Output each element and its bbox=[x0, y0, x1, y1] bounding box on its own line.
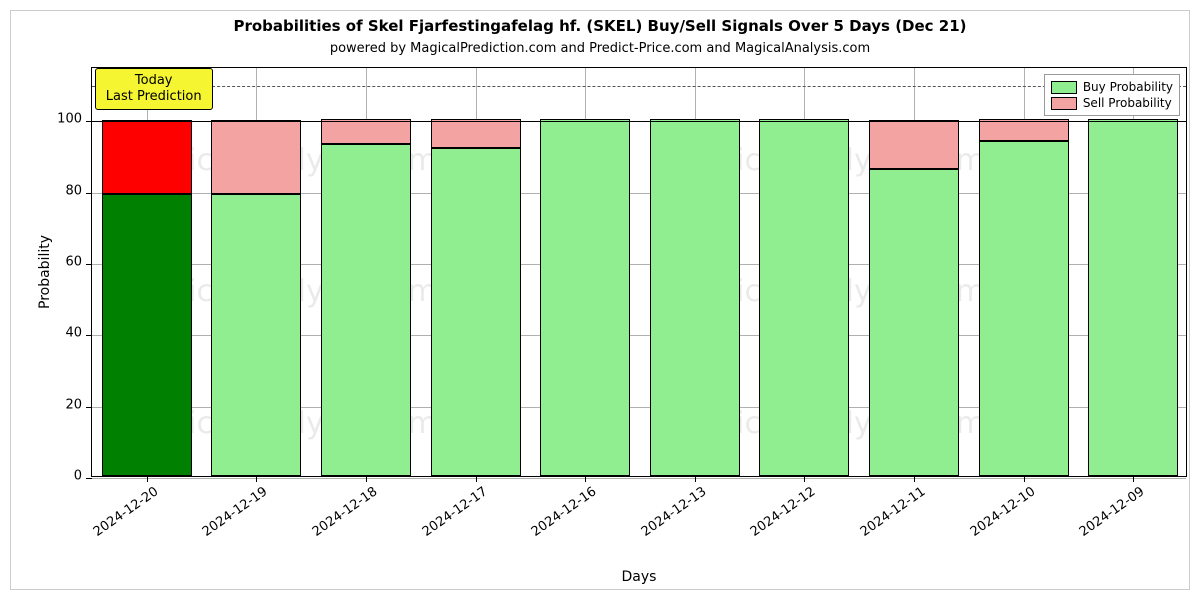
bar-buy bbox=[979, 141, 1069, 476]
bar-sell bbox=[102, 120, 192, 195]
x-tick-label: 2024-12-18 bbox=[304, 476, 380, 540]
bar-sell bbox=[431, 119, 521, 148]
callout-line1: Today bbox=[106, 73, 202, 89]
plot-area: MagicalAnalysis.comMagicalAnalysis.comMa… bbox=[91, 67, 1187, 477]
callout-line2: Last Prediction bbox=[106, 89, 202, 105]
y-axis-label: Probability bbox=[37, 235, 53, 309]
legend-label-sell: Sell Probability bbox=[1083, 96, 1172, 110]
y-tick-label: 80 bbox=[65, 183, 92, 198]
bar-buy bbox=[321, 144, 411, 476]
today-callout: TodayLast Prediction bbox=[95, 68, 213, 111]
bar-buy bbox=[759, 119, 849, 476]
y-tick-label: 60 bbox=[65, 255, 92, 270]
y-tick-mark bbox=[86, 193, 92, 194]
bar-buy bbox=[869, 169, 959, 476]
x-tick-label: 2024-12-16 bbox=[523, 476, 599, 540]
bar-buy bbox=[1088, 119, 1178, 476]
reference-line bbox=[92, 121, 1186, 122]
y-tick-label: 20 bbox=[65, 397, 92, 412]
bar-buy bbox=[431, 148, 521, 476]
y-tick-mark bbox=[86, 121, 92, 122]
bar-buy bbox=[211, 194, 301, 476]
bar-sell bbox=[869, 120, 959, 170]
bar-sell bbox=[211, 120, 301, 195]
legend-swatch-buy bbox=[1051, 81, 1077, 94]
y-tick-mark bbox=[86, 407, 92, 408]
x-tick-label: 2024-12-17 bbox=[414, 476, 490, 540]
bar-sell bbox=[979, 119, 1069, 140]
chart-subtitle: powered by MagicalPrediction.com and Pre… bbox=[11, 41, 1189, 56]
legend-label-buy: Buy Probability bbox=[1083, 80, 1173, 94]
chart-frame: Probabilities of Skel Fjarfestingafelag … bbox=[10, 10, 1190, 590]
y-tick-mark bbox=[86, 478, 92, 479]
bar-buy bbox=[650, 119, 740, 476]
x-tick-label: 2024-12-12 bbox=[742, 476, 818, 540]
reference-line bbox=[92, 86, 1186, 87]
x-axis-label: Days bbox=[91, 569, 1187, 585]
legend-item-sell: Sell Probability bbox=[1051, 95, 1173, 111]
y-tick-label: 100 bbox=[57, 112, 92, 127]
x-tick-label: 2024-12-10 bbox=[962, 476, 1038, 540]
y-tick-label: 40 bbox=[65, 326, 92, 341]
bar-buy bbox=[540, 119, 630, 476]
x-tick-label: 2024-12-19 bbox=[194, 476, 270, 540]
legend-swatch-sell bbox=[1051, 97, 1077, 110]
legend-item-buy: Buy Probability bbox=[1051, 79, 1173, 95]
x-tick-label: 2024-12-09 bbox=[1071, 476, 1147, 540]
legend: Buy Probability Sell Probability bbox=[1044, 74, 1180, 116]
bar-buy bbox=[102, 194, 192, 476]
x-tick-label: 2024-12-20 bbox=[85, 476, 161, 540]
x-tick-label: 2024-12-11 bbox=[852, 476, 928, 540]
y-tick-label: 0 bbox=[74, 469, 92, 484]
x-tick-label: 2024-12-13 bbox=[633, 476, 709, 540]
y-tick-mark bbox=[86, 335, 92, 336]
bar-sell bbox=[321, 119, 411, 144]
y-tick-mark bbox=[86, 264, 92, 265]
chart-title: Probabilities of Skel Fjarfestingafelag … bbox=[11, 17, 1189, 35]
